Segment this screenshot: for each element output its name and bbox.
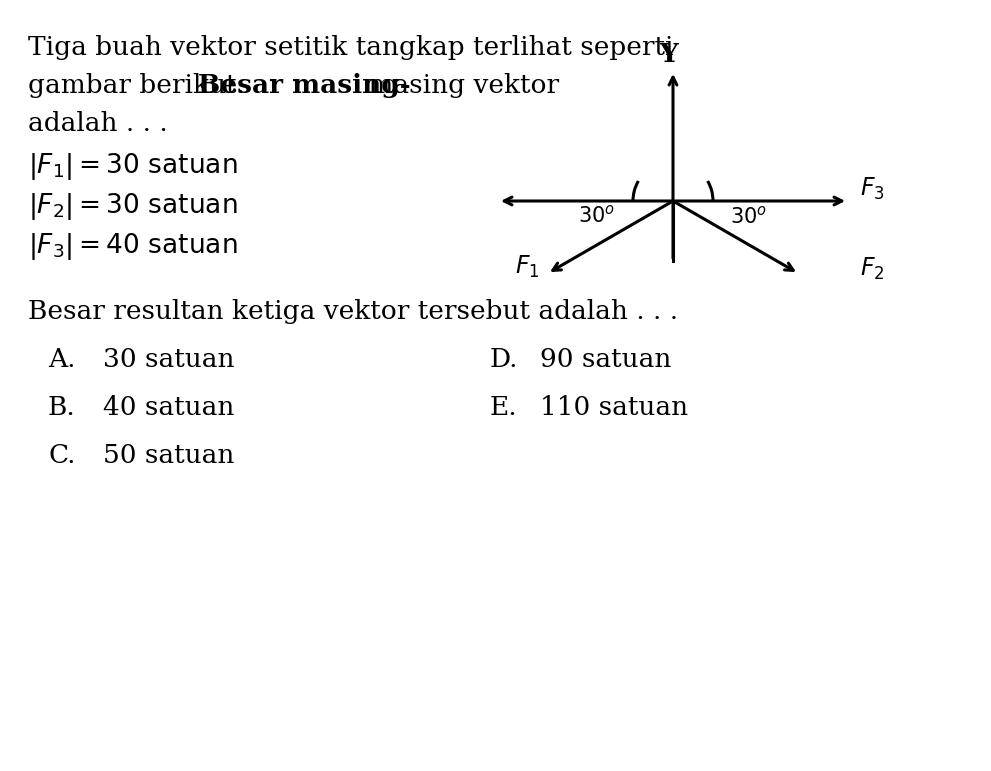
Text: 30 satuan: 30 satuan <box>103 347 235 372</box>
Text: B.: B. <box>48 395 75 420</box>
Text: $F_1$: $F_1$ <box>515 254 539 280</box>
Text: $30^o$: $30^o$ <box>730 206 767 227</box>
Text: 110 satuan: 110 satuan <box>540 395 688 420</box>
Text: E.: E. <box>490 395 517 420</box>
Text: 50 satuan: 50 satuan <box>103 443 235 468</box>
Text: $F_2$: $F_2$ <box>860 255 884 281</box>
Text: gambar berikut.: gambar berikut. <box>28 73 254 98</box>
Text: D.: D. <box>490 347 518 372</box>
Text: C.: C. <box>48 443 75 468</box>
Text: 40 satuan: 40 satuan <box>103 395 235 420</box>
Text: masing vektor: masing vektor <box>360 73 559 98</box>
Text: $|F_1|=30\ \mathrm{satuan}$: $|F_1|=30\ \mathrm{satuan}$ <box>28 151 238 182</box>
Text: adalah . . .: adalah . . . <box>28 111 167 136</box>
Text: $|F_2|=30\ \mathrm{satuan}$: $|F_2|=30\ \mathrm{satuan}$ <box>28 191 238 222</box>
Text: $F_3$: $F_3$ <box>860 176 885 202</box>
Text: Besar resultan ketiga vektor tersebut adalah . . .: Besar resultan ketiga vektor tersebut ad… <box>28 299 678 324</box>
Text: 90 satuan: 90 satuan <box>540 347 671 372</box>
Text: $30^o$: $30^o$ <box>579 204 615 227</box>
Text: A.: A. <box>48 347 75 372</box>
Text: Besar masing-: Besar masing- <box>198 73 410 98</box>
Text: $|F_3|=40\ \mathrm{satuan}$: $|F_3|=40\ \mathrm{satuan}$ <box>28 231 238 262</box>
Text: Y: Y <box>659 42 678 67</box>
Text: Tiga buah vektor setitik tangkap terlihat seperti: Tiga buah vektor setitik tangkap terliha… <box>28 35 674 60</box>
